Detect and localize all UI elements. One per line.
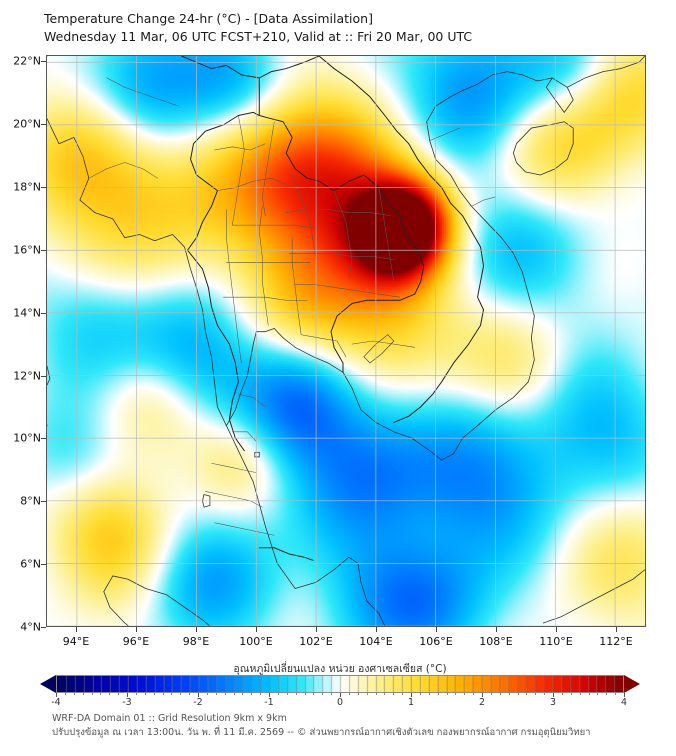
colorbar-tick-label: -4	[51, 697, 61, 708]
map-plot-area[interactable]	[46, 55, 646, 627]
lon-tick-label: 104°E	[359, 635, 393, 648]
footer-line-1: WRF-DA Domain 01 :: Grid Resolution 9km …	[52, 713, 287, 724]
lon-tick-label: 94°E	[62, 635, 90, 648]
longitude-axis: 94°E 96°E 98°E 100°E 102°E 104°E 106°E 108°E 110…	[46, 627, 646, 651]
chart-title-line-2: Wednesday 11 Mar, 06 UTC FCST+210, Valid…	[44, 29, 473, 44]
lat-tick-label: 12°N	[13, 369, 41, 383]
lon-tick-label: 96°E	[122, 635, 150, 648]
colorbar-tick-label: 1	[407, 697, 415, 708]
lon-tick-label: 112°E	[599, 635, 633, 648]
lon-tick-label: 110°E	[539, 635, 573, 648]
colorbar-min-arrow	[40, 675, 56, 693]
colorbar-max-arrow	[624, 675, 640, 693]
lat-tick-label: 22°N	[13, 54, 41, 68]
lon-tick-label: 102°E	[299, 635, 333, 648]
temperature-anomaly-field	[47, 56, 645, 626]
colorbar-tick-label: 3	[549, 697, 557, 708]
coastline-and-borders-overlay	[47, 56, 645, 626]
lat-tick-label: 4°N	[20, 620, 41, 634]
lon-tick-label: 106°E	[419, 635, 453, 648]
colorbar-tick-label: -3	[122, 697, 132, 708]
lon-tick-label: 100°E	[239, 635, 273, 648]
chart-title-line-1: Temperature Change 24-hr (°C) - [Data As…	[44, 11, 373, 26]
lat-tick-label: 18°N	[13, 180, 41, 194]
lat-tick-label: 10°N	[13, 431, 41, 445]
lat-tick-label: 8°N	[20, 494, 41, 508]
lat-tick-label: 6°N	[20, 557, 41, 571]
colorbar-tick-label: -1	[264, 697, 274, 708]
chart-title-block: Temperature Change 24-hr (°C) - [Data As…	[44, 10, 644, 46]
colorbar-row	[40, 675, 640, 693]
lon-tick-label: 108°E	[479, 635, 513, 648]
footer-line-2: ปรับปรุงข้อมูล ณ เวลา 13:00น. วัน พ. ที่…	[52, 727, 591, 738]
colorbar-tick-label: 2	[478, 697, 486, 708]
colorbar-tick-label: -2	[193, 697, 203, 708]
footer-block: WRF-DA Domain 01 :: Grid Resolution 9km …	[52, 712, 662, 740]
lat-tick-label: 20°N	[13, 117, 41, 131]
colorbar-tick-label: 0	[336, 697, 344, 708]
latitude-axis: 4°N 6°N 8°N 10°N 12°N 14°N 16°N 18°N 20°N 22°N	[0, 54, 46, 634]
colorbar-tick-label: 4	[620, 697, 628, 708]
colorbar-gradient	[56, 675, 624, 693]
colorbar-title: อุณหภูมิเปลี่ยนแปลง หน่วย องศาเซลเซียส (…	[233, 663, 447, 675]
lon-tick-label: 98°E	[182, 635, 210, 648]
colorbar-ticks: -4 -3 -2 -1 0 1 2 3 4	[51, 693, 628, 708]
lat-tick-label: 16°N	[13, 243, 41, 257]
lat-tick-label: 14°N	[13, 306, 41, 320]
colorbar: อุณหภูมิเปลี่ยนแปลง หน่วย องศาเซลเซียส (…	[40, 660, 640, 708]
